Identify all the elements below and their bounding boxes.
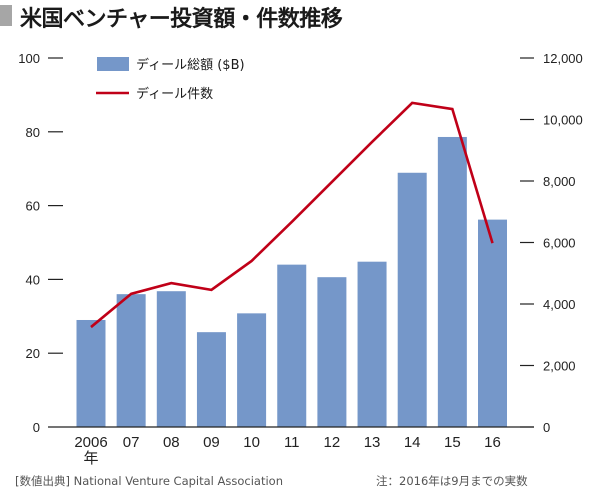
chart-canvas: 0 20 40 60 80 100 0 2,000 4,000 6,000 8,000 10,000… <box>18 51 583 467</box>
left-tick-label: 0 <box>33 420 40 435</box>
x-tick-label: 16 <box>484 434 501 451</box>
x-tick-label: 13 <box>364 434 381 451</box>
x-tick-label: 10 <box>243 434 260 451</box>
footnote: 注：2016年は9月までの実数 <box>376 474 528 488</box>
bar-07 <box>116 294 146 427</box>
right-tick-label: 8,000 <box>543 174 576 189</box>
bar-13 <box>357 261 387 427</box>
bar-15 <box>437 136 467 427</box>
bar-series <box>76 136 507 427</box>
x-tick-label: 12 <box>324 434 341 451</box>
right-tick-label: 12,000 <box>543 51 583 66</box>
title-accent-bar <box>0 5 12 26</box>
left-tick-label: 60 <box>26 199 40 214</box>
bar-16 <box>478 219 507 427</box>
right-tick-label: 2,000 <box>543 359 576 374</box>
right-tick-label: 0 <box>543 420 550 435</box>
x-tick-label: 09 <box>203 434 220 451</box>
x-tick-label: 07 <box>123 434 140 451</box>
line-series <box>90 101 494 329</box>
left-tick-label: 100 <box>18 51 40 66</box>
legend: ディール総額 ($B) ディール件数 <box>96 57 245 102</box>
right-tick-label: 4,000 <box>543 297 576 312</box>
left-tick-label: 40 <box>26 272 40 287</box>
legend-bar-swatch <box>97 57 129 71</box>
bar-08 <box>156 291 186 427</box>
legend-bar-label: ディール総額 ($B) <box>136 57 245 73</box>
bar-2006 <box>76 319 106 427</box>
left-tick-label: 80 <box>26 125 40 140</box>
x-tick-label: 08 <box>163 434 180 451</box>
x-tick-label: 2006 <box>74 434 107 451</box>
x-unit-label: 年 <box>83 450 98 467</box>
source-note: [数値出典] National Venture Capital Associat… <box>15 474 284 488</box>
bar-10 <box>237 313 267 427</box>
left-axis: 0 20 40 60 80 100 <box>18 51 63 435</box>
legend-line-label: ディール件数 <box>136 86 213 102</box>
x-tick-label: 14 <box>404 434 421 451</box>
bar-12 <box>317 277 347 427</box>
x-tick-label: 15 <box>444 434 461 451</box>
x-axis-ticks: 2006 07 08 09 10 11 12 13 14 15 16 年 <box>74 434 501 467</box>
left-tick-label: 20 <box>26 346 40 361</box>
bar-14 <box>397 172 427 427</box>
bar-11 <box>277 264 307 427</box>
right-tick-label: 6,000 <box>543 236 576 251</box>
bar-09 <box>196 332 226 427</box>
right-tick-label: 10,000 <box>543 113 583 128</box>
chart-title: 米国ベンチャー投資額・件数推移 <box>20 7 343 32</box>
right-axis: 0 2,000 4,000 6,000 8,000 10,000 12,000 <box>520 51 583 435</box>
x-tick-label: 11 <box>284 434 300 451</box>
